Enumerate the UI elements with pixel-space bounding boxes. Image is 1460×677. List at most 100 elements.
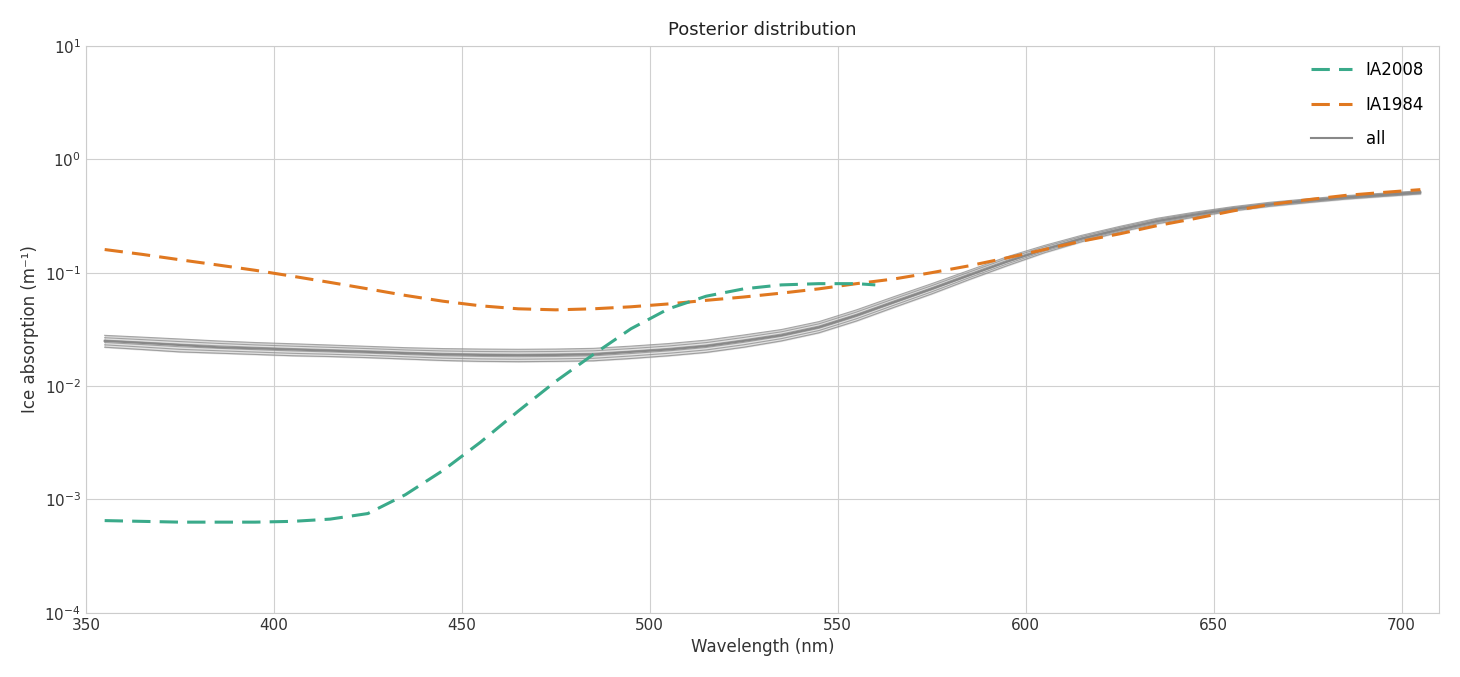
all [283,345,301,353]
IA1984 [961,262,978,270]
all [1412,188,1429,196]
IA1984 [1035,246,1053,254]
IA1984 [584,305,602,313]
IA2008 [510,407,527,415]
all [510,351,527,359]
all [472,351,489,359]
all [247,345,264,353]
all [434,351,451,359]
IA1984 [283,272,301,280]
IA2008 [548,377,565,385]
IA1984 [171,256,188,264]
IA2008 [698,292,715,301]
IA2008 [848,280,866,288]
IA2008 [359,510,377,518]
IA1984 [734,293,752,301]
all [772,331,790,339]
all [397,349,415,357]
IA1984 [848,280,866,288]
IA2008 [867,281,885,289]
all [584,351,602,359]
all [321,347,339,355]
all [1186,211,1203,219]
all [1374,191,1391,199]
all [734,337,752,345]
IA2008 [660,305,677,313]
IA2008 [472,438,489,446]
all [548,351,565,359]
IA2008 [397,491,415,499]
IA1984 [321,278,339,286]
all [133,339,150,347]
all [1223,205,1241,213]
IA1984 [772,289,790,297]
IA1984 [999,254,1016,262]
IA1984 [1299,196,1317,204]
Line: IA2008: IA2008 [105,284,876,522]
IA2008 [810,280,828,288]
all [810,323,828,331]
IA1984 [698,297,715,305]
IA1984 [1111,230,1129,238]
IA2008 [734,285,752,293]
IA1984 [810,285,828,293]
all [1111,225,1129,234]
all [923,285,940,293]
all [359,348,377,356]
X-axis label: Wavelength (nm): Wavelength (nm) [691,638,834,656]
IA1984 [472,302,489,310]
all [209,343,226,351]
IA1984 [1374,188,1391,196]
all [1299,197,1317,205]
all [1073,234,1091,242]
IA2008 [584,351,602,359]
IA2008 [96,517,114,525]
Line: all: all [105,192,1421,355]
IA1984 [1261,200,1279,209]
IA2008 [171,518,188,526]
all [1035,246,1053,254]
IA1984 [1412,185,1429,194]
Legend: IA2008, IA1984, all: IA2008, IA1984, all [1304,54,1431,155]
all [698,342,715,350]
all [848,311,866,320]
IA1984 [133,250,150,259]
IA1984 [96,246,114,254]
all [1336,194,1353,202]
IA1984 [247,266,264,274]
all [961,271,978,279]
all [622,348,639,356]
IA1984 [1336,192,1353,200]
IA2008 [247,518,264,526]
IA1984 [434,297,451,305]
IA1984 [1223,207,1241,215]
all [171,341,188,349]
IA2008 [283,517,301,525]
all [1261,200,1279,209]
IA2008 [321,515,339,523]
Title: Posterior distribution: Posterior distribution [669,21,857,39]
IA2008 [209,518,226,526]
IA1984 [660,300,677,308]
all [660,345,677,353]
IA1984 [1149,221,1167,230]
Line: IA1984: IA1984 [105,190,1421,310]
IA1984 [1186,215,1203,223]
Y-axis label: Ice absorption (m⁻¹): Ice absorption (m⁻¹) [20,245,39,413]
all [999,258,1016,266]
IA1984 [510,305,527,313]
all [885,298,902,306]
IA1984 [885,275,902,283]
IA1984 [548,306,565,314]
IA1984 [209,261,226,269]
IA1984 [359,285,377,293]
IA2008 [622,325,639,333]
IA1984 [1073,237,1091,245]
all [1149,217,1167,225]
IA2008 [434,466,451,475]
IA1984 [622,303,639,311]
IA2008 [133,517,150,525]
IA1984 [397,291,415,299]
all [96,337,114,345]
IA2008 [772,281,790,289]
